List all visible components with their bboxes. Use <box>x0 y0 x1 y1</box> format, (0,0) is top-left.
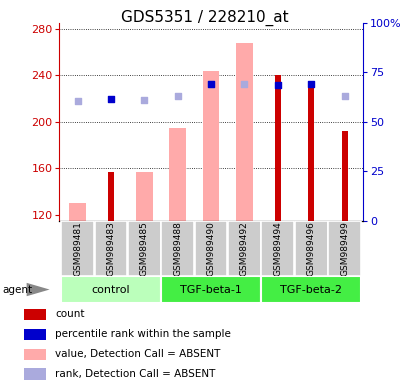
Text: rank, Detection Call = ABSENT: rank, Detection Call = ABSENT <box>55 369 215 379</box>
Bar <box>94 221 127 276</box>
Point <box>207 81 214 87</box>
Text: GSM989483: GSM989483 <box>106 221 115 276</box>
Text: GDS5351 / 228210_at: GDS5351 / 228210_at <box>121 10 288 26</box>
Point <box>174 93 181 99</box>
Bar <box>24 349 45 360</box>
Text: GSM989496: GSM989496 <box>306 221 315 276</box>
Bar <box>294 221 327 276</box>
Bar <box>108 172 114 221</box>
Text: TGF-beta-2: TGF-beta-2 <box>279 285 342 295</box>
Point <box>74 98 81 104</box>
Text: GSM989499: GSM989499 <box>339 221 348 276</box>
Bar <box>24 329 45 340</box>
Bar <box>136 172 153 221</box>
Bar <box>161 276 260 303</box>
Point <box>141 97 147 103</box>
Text: percentile rank within the sample: percentile rank within the sample <box>55 329 231 339</box>
Bar <box>169 128 186 221</box>
Bar <box>236 43 252 221</box>
Point <box>274 82 281 88</box>
Point <box>108 96 114 102</box>
Text: GSM989494: GSM989494 <box>273 221 282 276</box>
Bar <box>61 221 94 276</box>
Bar <box>161 221 194 276</box>
Bar <box>194 221 227 276</box>
Text: control: control <box>92 285 130 295</box>
Bar <box>61 276 160 303</box>
Bar <box>308 81 313 221</box>
Bar <box>261 221 293 276</box>
Point <box>240 81 247 87</box>
Point <box>340 93 347 99</box>
Bar <box>69 204 86 221</box>
Bar <box>261 276 360 303</box>
Bar <box>202 71 219 221</box>
Polygon shape <box>27 283 49 296</box>
Point <box>207 81 214 87</box>
Bar <box>128 221 160 276</box>
Bar <box>341 131 347 221</box>
Point <box>307 81 314 87</box>
Bar <box>274 75 280 221</box>
Bar <box>24 369 45 380</box>
Text: GSM989485: GSM989485 <box>139 221 148 276</box>
Bar <box>227 221 260 276</box>
Text: value, Detection Call = ABSENT: value, Detection Call = ABSENT <box>55 349 220 359</box>
Text: agent: agent <box>2 285 32 295</box>
Text: GSM989490: GSM989490 <box>206 221 215 276</box>
Bar <box>327 221 360 276</box>
Bar <box>24 309 45 320</box>
Text: GSM989492: GSM989492 <box>239 221 248 276</box>
Text: GSM989481: GSM989481 <box>73 221 82 276</box>
Text: count: count <box>55 310 85 319</box>
Text: TGF-beta-1: TGF-beta-1 <box>180 285 241 295</box>
Text: GSM989488: GSM989488 <box>173 221 182 276</box>
